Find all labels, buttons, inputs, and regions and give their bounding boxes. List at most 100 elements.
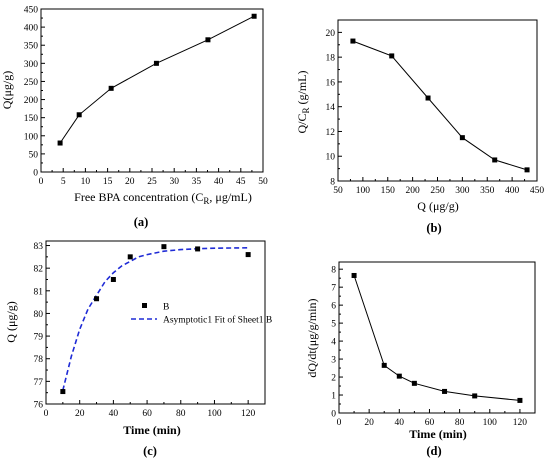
- data-point: [381, 362, 387, 368]
- x-axis-label: Q (μg/g): [417, 199, 458, 213]
- series-line: [59, 15, 255, 144]
- y-tick-label: 1: [331, 392, 336, 402]
- data-point: [517, 397, 523, 403]
- y-tick-label: 200: [24, 96, 39, 106]
- x-tick-label: 40: [109, 409, 119, 419]
- x-tick-label: 20: [125, 177, 135, 187]
- y-tick-label: 4: [331, 338, 336, 348]
- data-point: [350, 38, 356, 44]
- data-point: [153, 60, 159, 66]
- data-point: [76, 112, 82, 118]
- x-axis-label-part: , μg/mL): [209, 190, 251, 204]
- x-tick-label: 400: [505, 186, 520, 196]
- y-axis-label-part: (g/mL): [295, 70, 309, 107]
- x-tick-label: 30: [169, 177, 179, 187]
- x-tick-label: 25: [147, 177, 157, 187]
- x-tick-label: 250: [430, 186, 445, 196]
- panel-a: 0 5 10 15 20 25 30 35 40 45 50 0 50 100 150 200 250 300 35…: [0, 6, 268, 230]
- y-axis-label: Q/CR (g/mL): [295, 70, 311, 133]
- y-tick-label: 6: [331, 302, 336, 312]
- x-tick-label: 200: [406, 186, 421, 196]
- x-tick-label: 20: [364, 418, 374, 428]
- x-tick-label: 100: [483, 418, 498, 428]
- y-tick-label: 79: [34, 333, 44, 343]
- panel-caption: (d): [426, 444, 441, 458]
- y-axis-label: Q (μg/g): [4, 301, 18, 342]
- data-point: [195, 246, 201, 252]
- plot-frame: [338, 261, 536, 414]
- y-tick-label: 400: [24, 24, 39, 34]
- y-axis-label-part: Q/C: [295, 114, 309, 134]
- x-tick-label: 0: [39, 177, 44, 187]
- y-tick-label: 16: [326, 78, 336, 88]
- x-tick-label: 120: [241, 409, 256, 419]
- y-tick-label: 3: [331, 356, 336, 366]
- series-line: [353, 275, 520, 401]
- data-point: [205, 37, 211, 43]
- data-point: [524, 167, 530, 173]
- x-tick-label: 450: [530, 186, 545, 196]
- x-axis-label: Time (min): [409, 427, 466, 441]
- panel-c: 0 20 40 60 80 100 120 76 77 78 79 80 81 82 83 Time (min…: [4, 240, 272, 458]
- y-tick-label: 76: [34, 401, 44, 411]
- panel-caption: (a): [134, 215, 149, 229]
- x-tick-label: 150: [381, 186, 396, 196]
- legend-marker: [142, 303, 147, 308]
- y-axis-label: dQ/dt(μg/g/min): [305, 298, 319, 377]
- x-tick-label: 300: [455, 186, 470, 196]
- x-tick-label: 0: [337, 418, 342, 428]
- data-point: [110, 276, 116, 282]
- y-tick-label: 77: [34, 378, 44, 388]
- x-axis-label: Free BPA concentration (CR, μg/mL): [74, 190, 252, 206]
- plot-frame: [45, 240, 266, 405]
- y-tick-label: 100: [24, 132, 39, 142]
- y-tick-label: 0: [33, 169, 38, 179]
- plot-frame: [337, 19, 538, 182]
- panel-caption: (b): [426, 221, 441, 235]
- x-tick-label: 10: [81, 177, 91, 187]
- x-tick-label: 0: [44, 409, 49, 419]
- fit-curve: [62, 247, 249, 391]
- data-point: [459, 135, 465, 141]
- y-tick-label: 83: [34, 242, 44, 252]
- y-tick-label: 5: [331, 320, 336, 330]
- x-tick-label: 100: [356, 186, 371, 196]
- x-tick-label: 5: [61, 177, 66, 187]
- data-point: [389, 53, 395, 59]
- data-point: [425, 95, 431, 101]
- data-point: [161, 244, 167, 250]
- y-tick-label: 0: [331, 410, 336, 420]
- x-tick-label: 40: [214, 177, 224, 187]
- x-tick-label: 60: [425, 418, 435, 428]
- data-point: [442, 388, 448, 394]
- panel-b: 50 100 150 200 250 300 350 400 450 8 10 12 14 16 18 20 Q…: [295, 19, 545, 235]
- y-tick-label: 7: [331, 284, 336, 294]
- panel-caption: (c): [143, 444, 157, 458]
- x-axis-label-part: Free BPA concentration (C: [74, 190, 203, 204]
- x-tick-label: 35: [192, 177, 202, 187]
- y-tick-label: 150: [24, 114, 39, 124]
- y-tick-label: 300: [24, 60, 39, 70]
- y-axis-label: Q(μg/g): [0, 71, 14, 109]
- y-tick-label: 20: [326, 29, 336, 39]
- x-tick-label: 15: [103, 177, 113, 187]
- x-tick-label: 350: [480, 186, 495, 196]
- y-tick-label: 450: [24, 6, 39, 16]
- y-tick-label: 81: [34, 287, 44, 297]
- y-tick-label: 82: [34, 265, 44, 275]
- y-tick-label: 8: [330, 178, 335, 188]
- y-tick-label: 50: [29, 150, 39, 160]
- y-tick-label: 78: [34, 355, 44, 365]
- y-tick-label: 2: [331, 374, 336, 384]
- data-point: [108, 85, 114, 91]
- plot-frame: [40, 8, 264, 173]
- x-tick-label: 80: [176, 409, 186, 419]
- x-tick-label: 120: [513, 418, 528, 428]
- x-tick-label: 20: [75, 409, 85, 419]
- legend-label: Asymptotic1 Fit of Sheet1 B: [163, 315, 272, 326]
- data-point: [492, 157, 498, 163]
- legend-label: B: [163, 303, 169, 313]
- y-axis-label-part: R: [301, 107, 311, 113]
- data-point: [472, 393, 478, 399]
